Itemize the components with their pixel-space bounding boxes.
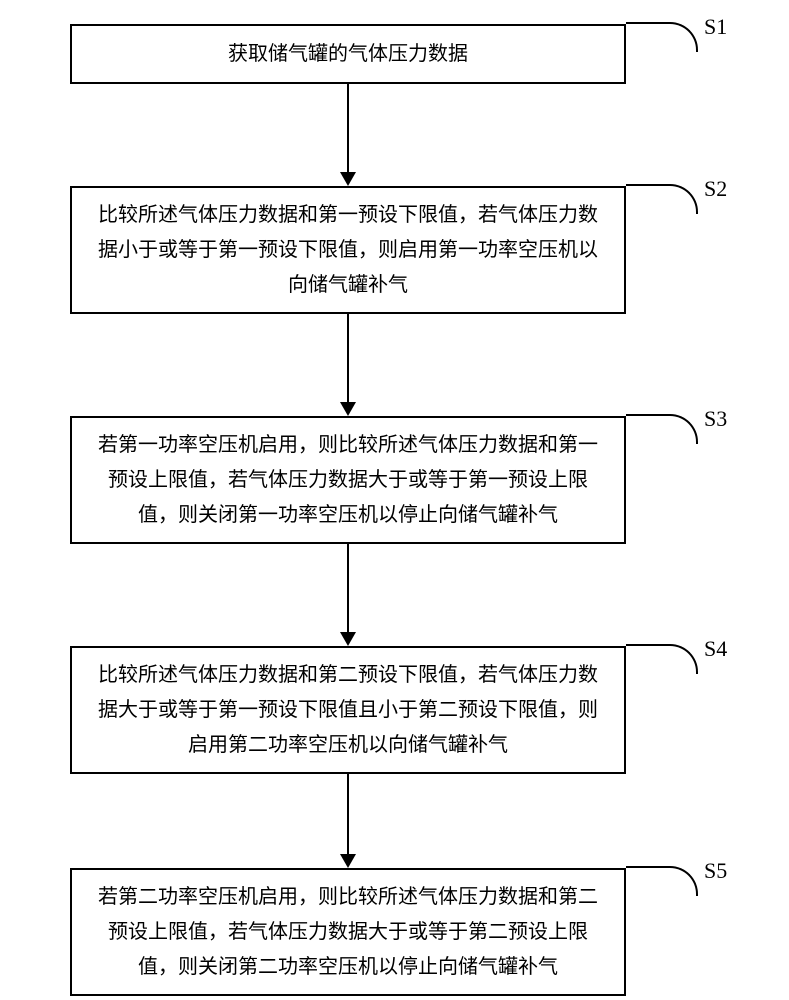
flow-node-s2-text: 比较所述气体压力数据和第一预设下限值，若气体压力数据小于或等于第一预设下限值，则… (90, 198, 606, 303)
arrow-head-s2-s3 (340, 402, 356, 416)
arrow-head-s3-s4 (340, 632, 356, 646)
label-s1: S1 (704, 14, 727, 40)
arrow-head-s1-s2 (340, 172, 356, 186)
leader-s1 (626, 22, 698, 52)
flow-node-s5-text: 若第二功率空压机启用，则比较所述气体压力数据和第二预设上限值，若气体压力数据大于… (90, 880, 606, 985)
leader-s3 (626, 414, 698, 444)
arrow-head-s4-s5 (340, 854, 356, 868)
flow-node-s4-text: 比较所述气体压力数据和第二预设下限值，若气体压力数据大于或等于第一预设下限值且小… (90, 658, 606, 763)
arrow-s3-s4 (347, 544, 349, 632)
flowchart-canvas: 获取储气罐的气体压力数据 S1 比较所述气体压力数据和第一预设下限值，若气体压力… (0, 0, 789, 1000)
flow-node-s1: 获取储气罐的气体压力数据 (70, 24, 626, 84)
label-s2: S2 (704, 176, 727, 202)
arrow-s2-s3 (347, 314, 349, 402)
flow-node-s3: 若第一功率空压机启用，则比较所述气体压力数据和第一预设上限值，若气体压力数据大于… (70, 416, 626, 544)
flow-node-s4: 比较所述气体压力数据和第二预设下限值，若气体压力数据大于或等于第一预设下限值且小… (70, 646, 626, 774)
label-s5: S5 (704, 858, 727, 884)
label-s4: S4 (704, 636, 727, 662)
flow-node-s3-text: 若第一功率空压机启用，则比较所述气体压力数据和第一预设上限值，若气体压力数据大于… (90, 428, 606, 533)
flow-node-s2: 比较所述气体压力数据和第一预设下限值，若气体压力数据小于或等于第一预设下限值，则… (70, 186, 626, 314)
flow-node-s1-text: 获取储气罐的气体压力数据 (228, 37, 468, 72)
arrow-s1-s2 (347, 84, 349, 172)
leader-s4 (626, 644, 698, 674)
leader-s2 (626, 184, 698, 214)
label-s3: S3 (704, 406, 727, 432)
leader-s5 (626, 866, 698, 896)
arrow-s4-s5 (347, 774, 349, 854)
flow-node-s5: 若第二功率空压机启用，则比较所述气体压力数据和第二预设上限值，若气体压力数据大于… (70, 868, 626, 996)
